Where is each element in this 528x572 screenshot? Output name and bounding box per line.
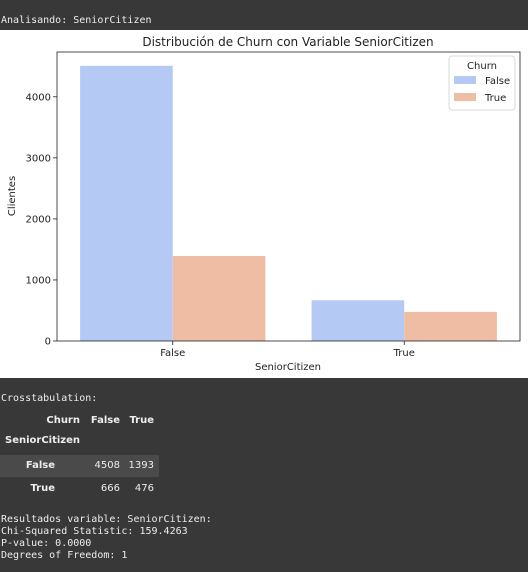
crosstab-col-header: True	[129, 415, 154, 426]
crosstab-header-row: Churn False True	[0, 410, 160, 432]
crosstab-columns-label: Churn	[46, 415, 80, 426]
crosstab-cell: 476	[134, 483, 154, 494]
bar-false-true	[311, 300, 405, 341]
crosstab-col-header: False	[90, 415, 120, 426]
results-output: Resultados variable: SeniorCitizen: Chi-…	[1, 514, 212, 562]
legend-title: Churn	[467, 61, 497, 72]
crosstab-index-row: SeniorCitizen	[0, 430, 160, 452]
legend-swatch-true	[454, 93, 476, 101]
y-tick-label: 1000	[26, 275, 51, 286]
table-row: False 4508 1393	[0, 455, 159, 477]
plot-frame	[56, 51, 521, 342]
y-tick-label: 4000	[26, 92, 51, 103]
bar-chart: Distribución de Churn con Variable Senio…	[7, 35, 521, 373]
bar-false-false	[80, 65, 173, 342]
legend-label-true: True	[484, 93, 506, 104]
y-tick-label: 3000	[26, 153, 51, 164]
x-axis-label: SeniorCitizen	[255, 362, 321, 373]
analyzing-output-line: Analisando: SeniorCitizen	[1, 15, 152, 26]
results-line: Resultados variable: SeniorCitizen:	[1, 514, 212, 525]
crosstab-row-label: False	[25, 460, 55, 471]
results-line: P-value: 0.0000	[1, 538, 92, 549]
bar-true-true	[404, 311, 497, 341]
x-tick-label: False	[160, 348, 185, 359]
legend-swatch-false	[454, 76, 476, 84]
crosstab-row-label: True	[30, 483, 55, 494]
crosstab-cell: 1393	[128, 460, 154, 471]
chart-figure: Distribución de Churn con Variable Senio…	[0, 30, 528, 378]
crosstab-cell: 666	[100, 483, 120, 494]
crosstab-heading: Crosstabulation:	[1, 393, 98, 404]
chart-title: Distribución de Churn con Variable Senio…	[142, 35, 433, 49]
crosstab-index-label: SeniorCitizen	[5, 435, 81, 446]
results-line: Chi-Squared Statistic: 159.4263	[1, 526, 188, 537]
crosstab-cell: 4508	[94, 460, 120, 471]
x-tick-label: True	[393, 348, 415, 359]
results-line: Degrees of Freedom: 1	[1, 550, 128, 561]
y-axis-label: Clientes	[7, 176, 18, 216]
y-tick-label: 2000	[26, 214, 51, 225]
table-row: True 666 476	[0, 478, 159, 500]
bar-true-false	[172, 256, 266, 341]
y-tick-label: 0	[45, 337, 51, 348]
chart-legend: Churn False True	[448, 55, 516, 111]
legend-label-false: False	[485, 76, 510, 87]
